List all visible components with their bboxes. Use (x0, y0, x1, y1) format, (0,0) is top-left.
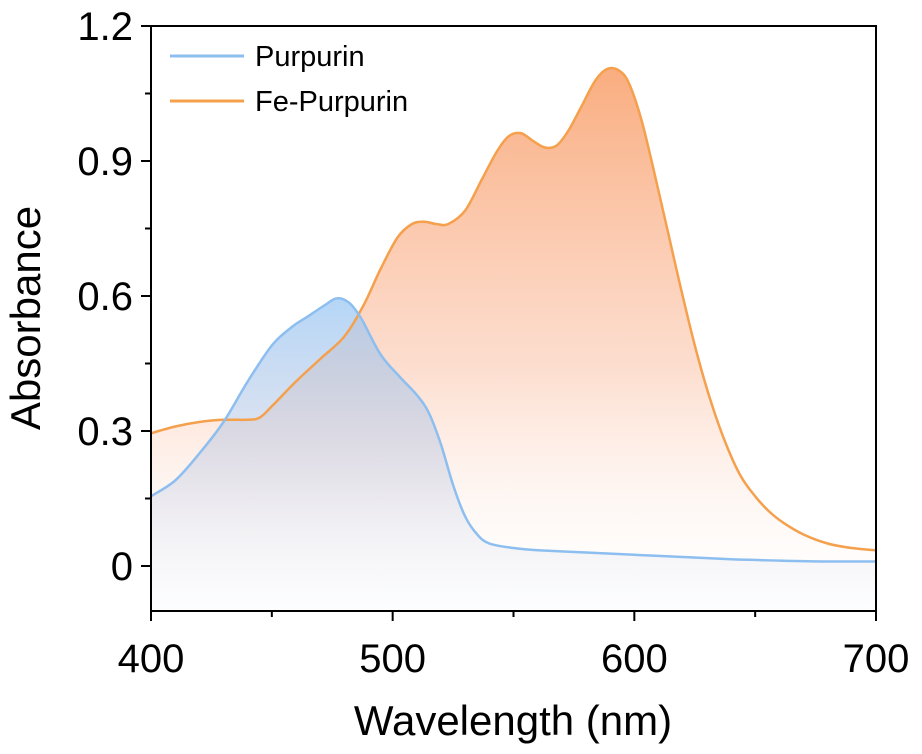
x-tick-label: 400 (118, 637, 185, 681)
y-tick-label: 0.9 (77, 140, 133, 184)
x-tick-label: 700 (843, 637, 910, 681)
x-tick-label: 600 (601, 637, 668, 681)
legend-label-fe-purpurin: Fe-Purpurin (255, 86, 408, 118)
y-tick-label: 0.3 (77, 410, 133, 454)
x-tick-label: 500 (359, 637, 426, 681)
purpurin-area-fill (151, 298, 876, 611)
legend: Purpurin Fe-Purpurin (170, 41, 408, 118)
purpurin-line (151, 296, 876, 563)
y-tick-label: 0.6 (77, 275, 133, 319)
y-tick-label: 0 (111, 545, 133, 589)
legend-label-purpurin: Purpurin (255, 41, 365, 73)
x-axis-title: Wavelength (nm) (354, 697, 672, 744)
x-axis: 400 500 600 700 (118, 611, 910, 681)
plot-area (151, 66, 876, 611)
y-tick-label: 1.2 (77, 5, 133, 49)
fe-purpurin-line (151, 66, 876, 552)
y-axis: 0 0.3 0.6 0.9 1.2 (77, 5, 151, 589)
y-axis-title: Absorbance (2, 206, 49, 430)
